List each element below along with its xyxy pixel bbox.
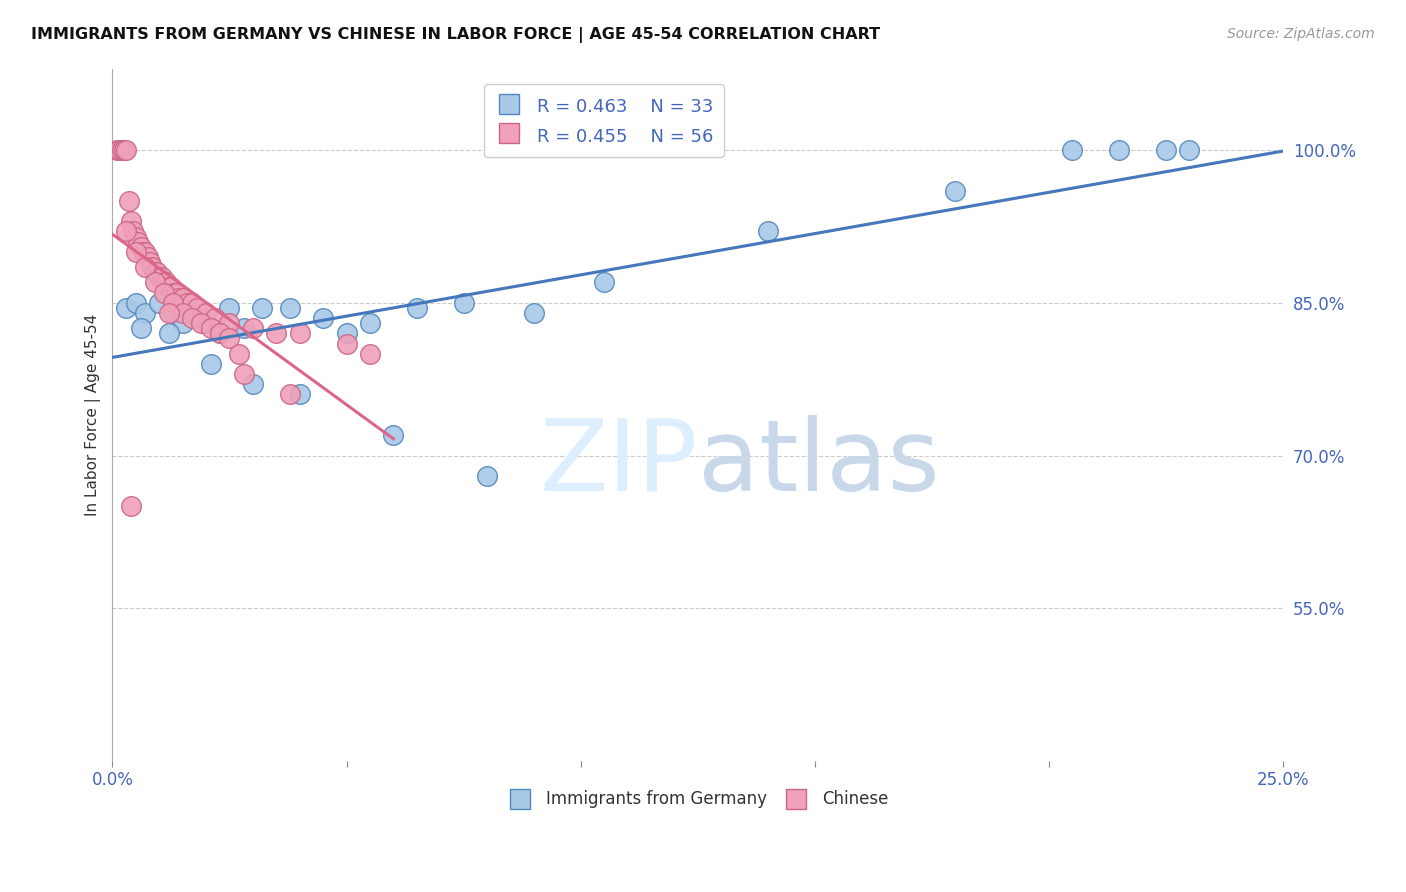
Point — [186, 301, 208, 315]
Point — [132, 244, 155, 259]
Point — [120, 500, 142, 514]
Point — [195, 316, 218, 330]
Point — [335, 336, 357, 351]
Point — [134, 260, 156, 274]
Point — [172, 316, 194, 330]
Point — [157, 280, 180, 294]
Point — [335, 326, 357, 341]
Point — [153, 285, 176, 300]
Point — [122, 225, 145, 239]
Point — [312, 311, 335, 326]
Point — [1062, 143, 1084, 157]
Point — [186, 311, 208, 326]
Point — [111, 143, 134, 157]
Point — [162, 306, 184, 320]
Point — [218, 301, 240, 315]
Point — [146, 265, 169, 279]
Point — [176, 295, 198, 310]
Point — [252, 301, 274, 315]
Point — [150, 270, 173, 285]
Point — [288, 326, 311, 341]
Point — [209, 326, 232, 341]
Point — [232, 367, 254, 381]
Point — [228, 347, 250, 361]
Point — [181, 311, 204, 326]
Point — [200, 321, 222, 335]
Point — [475, 469, 498, 483]
Point — [266, 326, 288, 341]
Point — [157, 306, 180, 320]
Y-axis label: In Labor Force | Age 45-54: In Labor Force | Age 45-54 — [86, 314, 101, 516]
Point — [115, 225, 138, 239]
Point — [453, 295, 475, 310]
Point — [1178, 143, 1201, 157]
Point — [382, 428, 405, 442]
Point — [593, 276, 616, 290]
Point — [162, 295, 184, 310]
Point — [172, 291, 194, 305]
Point — [405, 301, 427, 315]
Point — [160, 280, 183, 294]
Point — [195, 306, 218, 320]
Point — [209, 326, 232, 341]
Point — [120, 214, 142, 228]
Point — [756, 225, 779, 239]
Text: IMMIGRANTS FROM GERMANY VS CHINESE IN LABOR FORCE | AGE 45-54 CORRELATION CHART: IMMIGRANTS FROM GERMANY VS CHINESE IN LA… — [31, 27, 880, 43]
Point — [242, 321, 264, 335]
Point — [118, 194, 141, 208]
Point — [1154, 143, 1177, 157]
Point — [141, 260, 163, 274]
Point — [143, 276, 166, 290]
Point — [143, 265, 166, 279]
Point — [105, 143, 128, 157]
Point — [280, 301, 302, 315]
Point — [134, 306, 156, 320]
Point — [108, 143, 131, 157]
Point — [136, 250, 159, 264]
Point — [1108, 143, 1130, 157]
Point — [204, 311, 226, 326]
Point — [115, 301, 138, 315]
Point — [190, 316, 212, 330]
Point — [165, 285, 187, 300]
Point — [172, 306, 194, 320]
Point — [943, 184, 966, 198]
Point — [167, 291, 190, 305]
Point — [157, 326, 180, 341]
Point — [162, 285, 184, 300]
Point — [112, 143, 135, 157]
Point — [218, 331, 240, 345]
Point — [155, 276, 177, 290]
Text: ZIP: ZIP — [540, 415, 697, 512]
Point — [148, 270, 170, 285]
Point — [129, 321, 152, 335]
Point — [523, 306, 546, 320]
Point — [359, 316, 381, 330]
Point — [148, 295, 170, 310]
Point — [359, 347, 381, 361]
Point — [115, 143, 138, 157]
Point — [153, 276, 176, 290]
Point — [139, 255, 162, 269]
Point — [288, 387, 311, 401]
Text: atlas: atlas — [697, 415, 939, 512]
Point — [232, 321, 254, 335]
Point — [134, 244, 156, 259]
Point — [218, 316, 240, 330]
Point — [125, 244, 148, 259]
Point — [125, 295, 148, 310]
Text: Source: ZipAtlas.com: Source: ZipAtlas.com — [1227, 27, 1375, 41]
Point — [181, 295, 204, 310]
Point — [242, 377, 264, 392]
Point — [200, 357, 222, 371]
Legend: Immigrants from Germany, Chinese: Immigrants from Germany, Chinese — [501, 784, 894, 815]
Point — [127, 235, 149, 249]
Point — [125, 229, 148, 244]
Point — [280, 387, 302, 401]
Point — [129, 240, 152, 254]
